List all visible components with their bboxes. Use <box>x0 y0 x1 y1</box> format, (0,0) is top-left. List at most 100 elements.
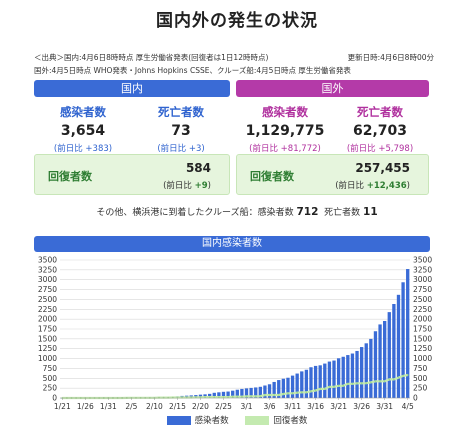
recovered-point <box>356 382 358 385</box>
international-recovered-box: 回復者数 257,455 (前日比 +12,436) <box>236 154 429 195</box>
y-tick-label-right: 750 <box>413 364 428 373</box>
bar <box>304 369 309 398</box>
domestic-infected-stat: 感染者数 3,654 (前日比 +383) <box>34 104 132 154</box>
recovered-point <box>241 395 243 398</box>
recovered-point <box>305 391 308 394</box>
recovered-point <box>351 382 354 385</box>
bar <box>267 384 272 398</box>
x-tick-label: 3/11 <box>284 402 301 411</box>
domestic-deaths-change: (前日比 +3) <box>157 144 205 154</box>
recovered-point <box>296 391 299 394</box>
bar <box>406 269 410 398</box>
international-infected-value: 1,129,775 <box>245 123 325 139</box>
recovered-point <box>337 384 340 387</box>
y-tick-label-right: 1000 <box>413 354 432 363</box>
recovered-point <box>236 395 239 398</box>
recovered-point <box>217 396 220 399</box>
domestic-recovered-box: 回復者数 584 (前日比 +9) <box>34 154 230 195</box>
y-tick-label-right: 3000 <box>413 275 432 284</box>
source-note-2: 国外:4月5日時点 WHO発表・Johns Hopkins CSSE、クルーズ船… <box>34 66 351 75</box>
y-tick-label-right: 3250 <box>413 265 432 274</box>
legend-swatch-infected <box>166 416 191 425</box>
domestic-recovered-value: 584 <box>185 161 211 175</box>
change-suffix: ) <box>406 181 410 191</box>
bar <box>313 365 318 398</box>
bar <box>359 347 364 398</box>
recovered-point <box>273 394 276 396</box>
legend-label-infected: 感染者数 <box>194 416 229 426</box>
y-tick-label-left: 500 <box>43 374 58 383</box>
y-tick-label-right: 250 <box>413 384 428 393</box>
cruise-infected: 712 <box>296 206 319 218</box>
international-deaths-value: 62,703 <box>352 123 408 139</box>
bar <box>212 392 216 398</box>
x-tick-label: 1/31 <box>100 402 117 411</box>
x-tick-label: 3/1 <box>240 402 252 411</box>
domestic-deaths-label: 死亡者数 <box>158 105 204 119</box>
bar <box>318 365 322 398</box>
recovered-point <box>379 380 381 383</box>
change-value: +12,436 <box>366 181 407 191</box>
domestic-deaths-stat: 死亡者数 73 (前日比 +3) <box>132 104 230 154</box>
source-note-1: ＜出典＞国内:4月6日8時時点 厚生労働省発表(回復者は1日12時時点) <box>34 53 269 62</box>
bar <box>221 391 226 398</box>
y-tick-label-right: 500 <box>413 374 428 383</box>
recovered-point <box>342 384 345 387</box>
recovered-point <box>291 392 294 395</box>
y-tick-label-left: 1250 <box>38 344 57 353</box>
domestic-deaths-value: 73 <box>171 123 191 139</box>
x-tick-label: 2/15 <box>169 402 186 411</box>
legend-swatch-recovered <box>245 416 270 425</box>
international-infected-label: 感染者数 <box>262 105 308 119</box>
y-tick-label-left: 250 <box>43 384 58 393</box>
bar <box>277 380 281 398</box>
y-tick-label-right: 2250 <box>413 305 432 314</box>
recovered-point <box>369 381 372 384</box>
bar <box>355 350 359 398</box>
x-tick-label: 3/16 <box>307 402 324 411</box>
legend-label-recovered: 回復者数 <box>273 416 308 426</box>
recovered-point <box>360 382 363 385</box>
bar <box>392 304 396 398</box>
bar <box>401 282 405 398</box>
cruise-prefix: その他、横浜港に到着したクルーズ船：感染者数 <box>96 208 294 218</box>
y-tick-label-right: 1250 <box>413 344 432 353</box>
y-tick-label-left: 2250 <box>38 305 57 314</box>
x-tick-label: 1/21 <box>54 402 71 411</box>
x-tick-label: 2/5 <box>125 402 137 411</box>
recovered-point <box>208 396 211 399</box>
recovered-point <box>268 394 271 396</box>
x-tick-label: 2/25 <box>215 402 232 411</box>
recovered-point <box>250 395 253 398</box>
bar <box>364 343 368 398</box>
bar <box>336 358 341 398</box>
y-tick-label-left: 2500 <box>38 295 57 304</box>
bar <box>281 378 286 398</box>
y-tick-label-left: 1750 <box>38 325 57 334</box>
recovered-point <box>254 395 257 398</box>
change-prefix: (前日比 <box>335 181 367 191</box>
recovered-point <box>328 385 331 388</box>
domestic-infected-change: (前日比 +383) <box>53 144 113 154</box>
y-tick-label-left: 1500 <box>38 334 57 343</box>
x-tick-label: 3/26 <box>353 402 370 411</box>
cruise-ship-note: その他、横浜港に到着したクルーズ船：感染者数 712 死亡者数 11 <box>0 205 474 218</box>
y-tick-label-right: 2500 <box>413 295 432 304</box>
y-tick-label-right: 2000 <box>413 315 432 324</box>
recovered-point <box>402 375 404 377</box>
domestic-recovered-label: 回復者数 <box>48 170 92 183</box>
international-recovered-value: 257,455 <box>355 161 410 175</box>
international-infected-change: (前日比 +81,772) <box>249 144 321 154</box>
bar <box>350 353 355 398</box>
y-tick-label-left: 1000 <box>38 354 57 363</box>
bar <box>332 360 336 398</box>
recovered-point <box>259 395 262 398</box>
bar <box>396 294 401 398</box>
y-tick-label-left: 0 <box>52 394 57 403</box>
recovered-point <box>323 387 326 390</box>
international-recovered-change: (前日比 +12,436) <box>335 179 410 191</box>
bar <box>327 361 332 398</box>
recovered-point <box>314 389 317 392</box>
recovered-point <box>383 380 386 383</box>
bar <box>387 312 391 398</box>
